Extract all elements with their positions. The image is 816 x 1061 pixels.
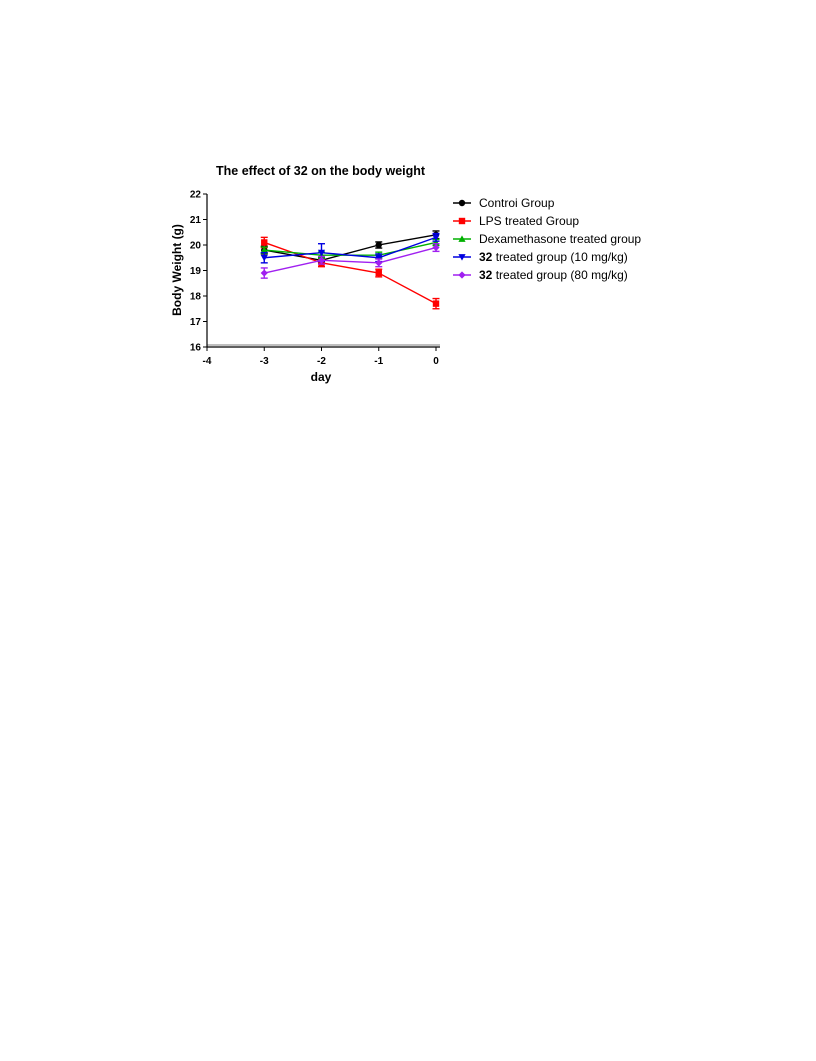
y-tick-label: 16: [190, 343, 202, 354]
legend-label-bold: 32: [479, 268, 493, 282]
data-point: [375, 269, 382, 277]
data-point: [260, 269, 268, 277]
chart-title-suffix: on the body weight: [308, 164, 426, 178]
y-tick-label: 17: [190, 317, 202, 328]
x-tick-label: -4: [203, 356, 212, 367]
legend-entry-3: 32 treated group (10 mg/kg): [453, 250, 628, 264]
series-3: [260, 232, 440, 264]
x-axis-label: day: [311, 370, 332, 384]
legend-marker: [458, 271, 466, 279]
legend-entry-2: Dexamethasone treated group: [453, 232, 641, 246]
legend-label: 32 treated group (80 mg/kg): [479, 268, 628, 282]
data-point: [432, 234, 440, 241]
data-point: [317, 249, 326, 257]
y-axis-label: Body Weight (g): [170, 224, 184, 316]
legend-marker: [458, 254, 466, 261]
data-point: [260, 254, 268, 262]
chart-title: The effect of 32 on the body weight: [216, 164, 426, 178]
legend-marker: [458, 199, 466, 207]
y-tick-label: 20: [190, 241, 202, 252]
data-point: [317, 256, 326, 264]
legend-marker: [458, 235, 466, 242]
chart-title-prefix: The effect of: [216, 164, 294, 178]
legend-label: LPS treated Group: [479, 214, 579, 228]
legend-label: Dexamethasone treated group: [479, 232, 641, 246]
axes: 16 17 18 19 20 21 22 -4 -3 -2 -1 0: [190, 190, 440, 367]
legend-label: 32 treated group (10 mg/kg): [479, 250, 628, 264]
y-tick-label: 18: [190, 292, 202, 303]
y-tick-label: 19: [190, 266, 202, 277]
data-point: [260, 246, 268, 253]
x-tick-label: -2: [317, 356, 326, 367]
x-tick-label: -3: [260, 356, 269, 367]
legend-marker: [458, 217, 466, 225]
data-point: [261, 239, 268, 246]
series-line: [264, 236, 437, 259]
data-point: [375, 241, 382, 249]
chart-title-bold: 32: [294, 164, 308, 178]
y-tick-label: 21: [190, 215, 202, 226]
data-point: [375, 259, 383, 267]
series-line: [264, 241, 437, 305]
series-layer: [260, 230, 440, 310]
data-point: [432, 243, 440, 252]
x-tick-label: -1: [374, 356, 383, 367]
legend: Controi Group LPS treated Group Dexamethas…: [453, 196, 641, 282]
data-point: [375, 254, 383, 262]
series-line: [264, 246, 437, 274]
legend-label-bold: 32: [479, 250, 493, 264]
legend-label-rest: treated group (80 mg/kg): [492, 268, 627, 282]
legend-label-rest: treated group (10 mg/kg): [492, 250, 627, 264]
series-4: [260, 243, 440, 279]
x-tick-label: 0: [433, 356, 439, 367]
legend-entry-0: Controi Group: [453, 196, 555, 210]
data-point: [432, 300, 440, 307]
y-tick-label: 22: [190, 190, 202, 201]
legend-entry-1: LPS treated Group: [453, 214, 579, 228]
legend-label: Controi Group: [479, 196, 555, 210]
legend-entry-4: 32 treated group (80 mg/kg): [453, 268, 628, 282]
